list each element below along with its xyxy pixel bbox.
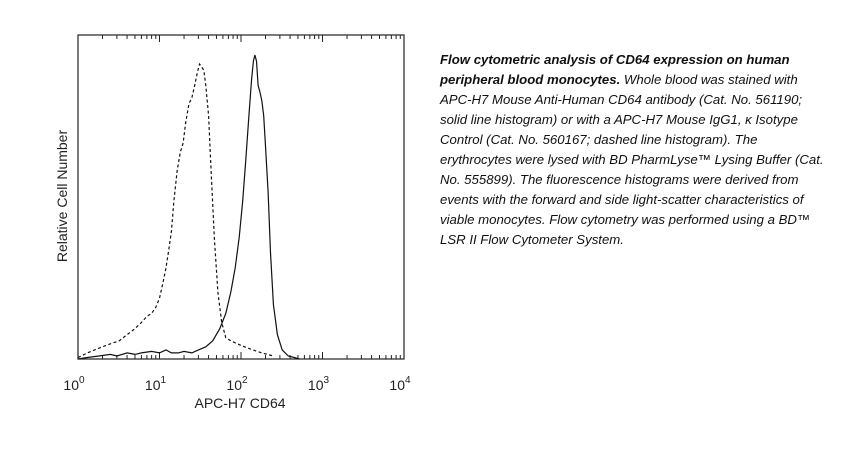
y-axis-label: Relative Cell Number [54, 130, 70, 263]
x-axis-ticks [77, 35, 401, 359]
caption-text: Whole blood was stained with APC-H7 Mous… [440, 72, 824, 247]
x-tick-label: 104 [389, 375, 411, 393]
x-tick-labels: 100 101 102 103 104 [63, 375, 411, 393]
x-tick-label: 100 [63, 375, 85, 393]
x-axis-label: APC-H7 CD64 [194, 395, 285, 411]
x-tick-label: 101 [145, 375, 167, 393]
flow-histogram-chart: 100 101 102 103 104 Relative Cell Number APC… [54, 34, 411, 411]
caption-bold: Flow cytometric analysis of CD64 express… [440, 52, 790, 87]
cd64-histogram [77, 54, 300, 360]
isotype-control-histogram [77, 62, 274, 359]
x-tick-label: 103 [308, 375, 330, 393]
x-tick-label: 102 [226, 375, 248, 393]
histogram-series [77, 54, 300, 360]
figure-caption: Flow cytometric analysis of CD64 express… [440, 50, 825, 250]
plot-frame [77, 34, 405, 360]
